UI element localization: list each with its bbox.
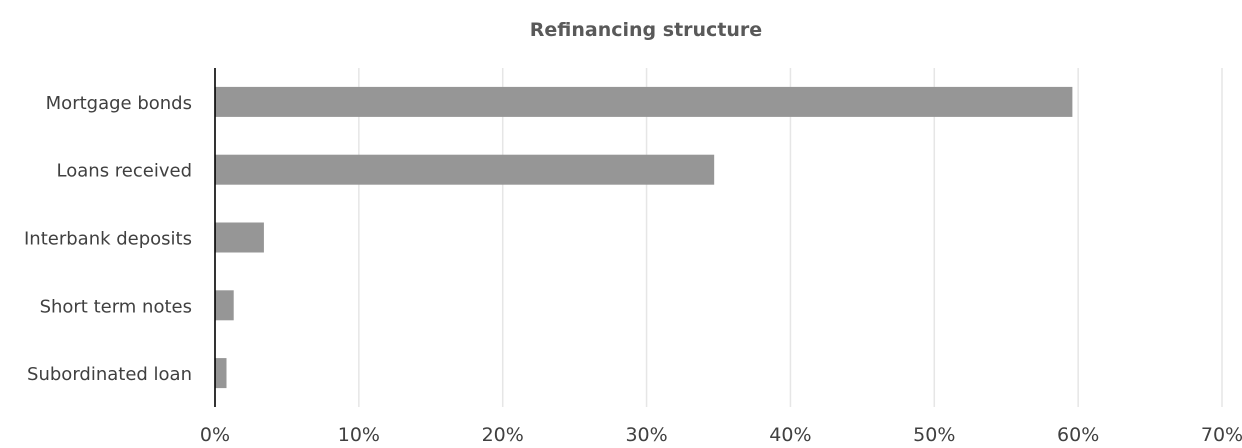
x-tick-label: 40% — [769, 424, 811, 446]
x-tick-labels: 0% 10% 20% 30% 40% 50% 60% 70% — [200, 424, 1242, 446]
category-labels: Mortgage bonds Loans received Interbank de… — [24, 93, 192, 385]
bar-loans-received — [215, 154, 715, 185]
x-tick-label: 70% — [1201, 424, 1242, 446]
category-label-short-term-notes: Short term notes — [40, 296, 192, 317]
bar-interbank-deposits — [215, 222, 264, 253]
x-tick-label: 0% — [200, 424, 230, 446]
x-tick-label: 30% — [625, 424, 667, 446]
bar-subordinated-loan — [215, 358, 227, 389]
category-label-loans-received: Loans received — [57, 161, 192, 182]
category-label-interbank-deposits: Interbank deposits — [24, 229, 192, 250]
x-tick-label: 50% — [913, 424, 955, 446]
x-tick-label: 60% — [1057, 424, 1099, 446]
gridlines — [358, 68, 1223, 407]
bars — [215, 86, 1073, 389]
category-label-subordinated-loan: Subordinated loan — [27, 364, 192, 385]
x-tick-label: 10% — [338, 424, 380, 446]
x-tick-label: 20% — [482, 424, 524, 446]
category-label-mortgage-bonds: Mortgage bonds — [46, 93, 192, 114]
bar-mortgage-bonds — [215, 86, 1073, 117]
chart-title: Refinancing structure — [530, 19, 762, 41]
bar-short-term-notes — [215, 290, 234, 321]
